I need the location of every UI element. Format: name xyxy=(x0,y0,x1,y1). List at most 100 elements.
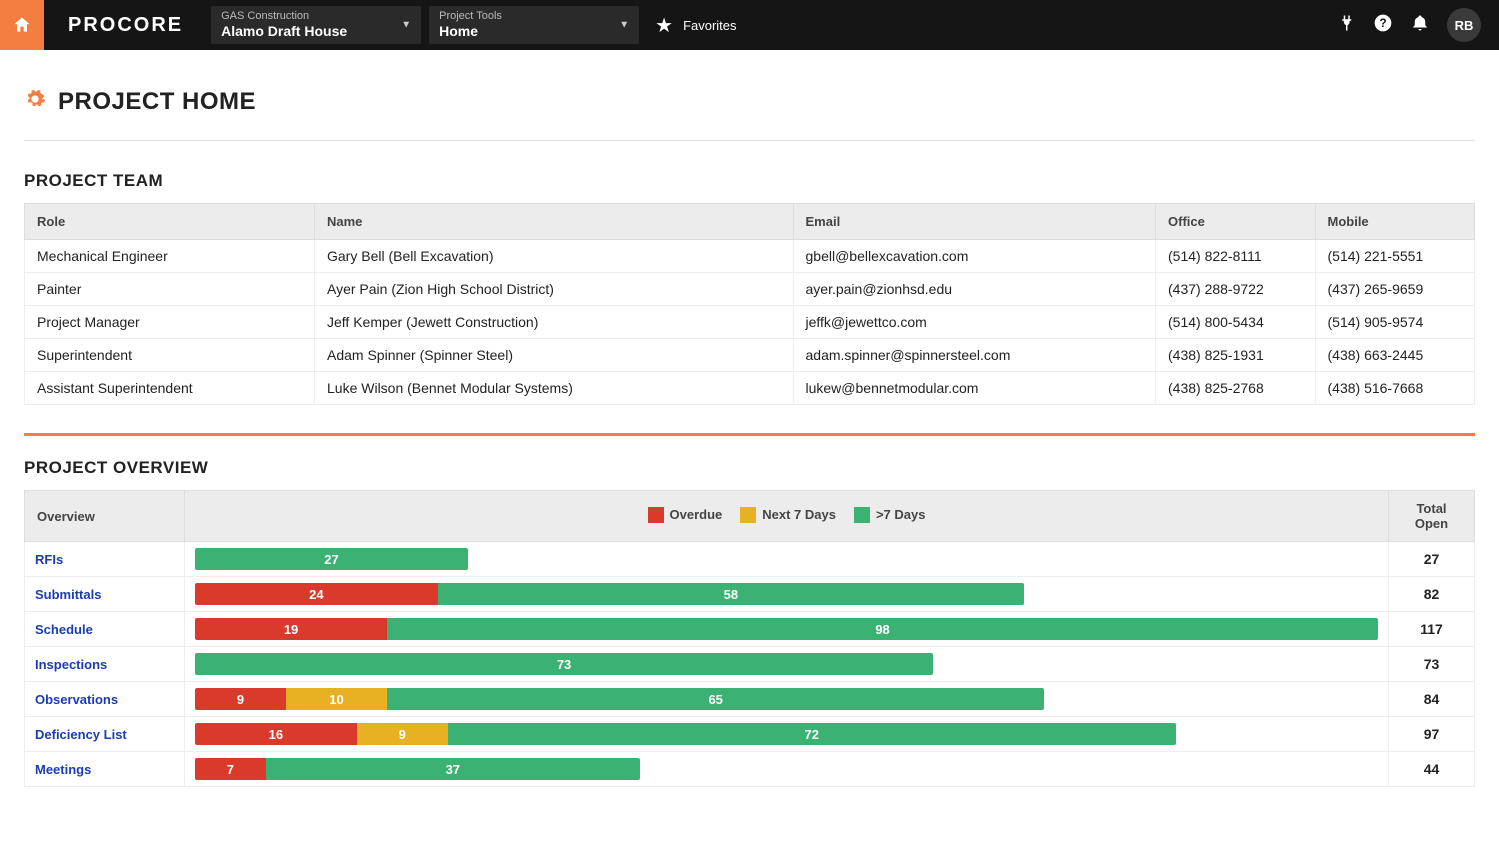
overview-label-cell: Observations xyxy=(25,682,185,717)
company-dropdown[interactable]: GAS Construction Alamo Draft House ▼ xyxy=(211,6,421,44)
bar-segment-overdue: 19 xyxy=(195,618,387,640)
favorites-label: Favorites xyxy=(683,18,736,33)
team-cell-office: (438) 825-1931 xyxy=(1156,339,1316,372)
overview-row: Meetings 737 44 xyxy=(25,752,1475,787)
bar-segment-next7: 9 xyxy=(357,723,448,745)
overview-col-total: Total Open xyxy=(1389,491,1475,542)
team-cell-name: Luke Wilson (Bennet Modular Systems) xyxy=(315,372,794,405)
overview-total-cell: 97 xyxy=(1389,717,1475,752)
bar-segment-overdue: 24 xyxy=(195,583,438,605)
legend-swatch xyxy=(740,507,756,523)
favorites-button[interactable]: ★ Favorites xyxy=(643,0,748,50)
overview-bar: 73 xyxy=(195,653,933,675)
team-section-title: PROJECT TEAM xyxy=(24,171,1475,191)
overview-bar-cell: 27 xyxy=(185,542,1389,577)
team-cell-mobile: (438) 516-7668 xyxy=(1315,372,1475,405)
page-content: PROJECT HOME PROJECT TEAM Role Name Emai… xyxy=(0,50,1499,827)
team-row: Assistant SuperintendentLuke Wilson (Ben… xyxy=(25,372,1475,405)
overview-row-link[interactable]: Deficiency List xyxy=(35,727,127,742)
overview-row-link[interactable]: Inspections xyxy=(35,657,107,672)
chevron-down-icon: ▼ xyxy=(619,20,629,31)
team-cell-mobile: (514) 221-5551 xyxy=(1315,240,1475,273)
team-cell-office: (514) 800-5434 xyxy=(1156,306,1316,339)
team-cell-role: Project Manager xyxy=(25,306,315,339)
team-cell-mobile: (437) 265-9659 xyxy=(1315,273,1475,306)
overview-bar: 27 xyxy=(195,548,468,570)
team-cell-email: jeffk@jewettco.com xyxy=(793,306,1156,339)
team-cell-email: adam.spinner@spinnersteel.com xyxy=(793,339,1156,372)
overview-bar: 1998 xyxy=(195,618,1378,640)
gear-icon[interactable] xyxy=(24,88,46,116)
overview-bar-cell: 2458 xyxy=(185,577,1389,612)
company-dropdown-value: Alamo Draft House xyxy=(221,23,393,40)
accent-divider xyxy=(24,433,1475,436)
overview-total-cell: 44 xyxy=(1389,752,1475,787)
overview-row-link[interactable]: RFIs xyxy=(35,552,63,567)
overview-bar-cell: 737 xyxy=(185,752,1389,787)
team-col-name: Name xyxy=(315,204,794,240)
page-title: PROJECT HOME xyxy=(58,88,256,116)
overview-bar: 737 xyxy=(195,758,640,780)
team-row: Mechanical EngineerGary Bell (Bell Excav… xyxy=(25,240,1475,273)
user-avatar[interactable]: RB xyxy=(1447,8,1481,42)
legend-item: Overdue xyxy=(648,507,723,523)
overview-row-link[interactable]: Observations xyxy=(35,692,118,707)
team-cell-email: gbell@bellexcavation.com xyxy=(793,240,1156,273)
team-cell-name: Ayer Pain (Zion High School District) xyxy=(315,273,794,306)
overview-col-label: Overview xyxy=(25,491,185,542)
overview-row-link[interactable]: Meetings xyxy=(35,762,91,777)
overview-bar-cell: 1998 xyxy=(185,612,1389,647)
overview-row-link[interactable]: Submittals xyxy=(35,587,101,602)
chevron-down-icon: ▼ xyxy=(401,20,411,31)
tools-dropdown[interactable]: Project Tools Home ▼ xyxy=(429,6,639,44)
team-cell-role: Superintendent xyxy=(25,339,315,372)
team-row: PainterAyer Pain (Zion High School Distr… xyxy=(25,273,1475,306)
team-cell-office: (438) 825-2768 xyxy=(1156,372,1316,405)
bar-segment-gt7: 73 xyxy=(195,653,933,675)
tools-dropdown-value: Home xyxy=(439,23,611,40)
team-cell-email: ayer.pain@zionhsd.edu xyxy=(793,273,1156,306)
team-col-mobile: Mobile xyxy=(1315,204,1475,240)
bell-icon[interactable] xyxy=(1411,14,1429,37)
overview-label-cell: Deficiency List xyxy=(25,717,185,752)
overview-row-link[interactable]: Schedule xyxy=(35,622,93,637)
bar-segment-gt7: 27 xyxy=(195,548,468,570)
team-col-email: Email xyxy=(793,204,1156,240)
team-cell-name: Gary Bell (Bell Excavation) xyxy=(315,240,794,273)
team-cell-name: Jeff Kemper (Jewett Construction) xyxy=(315,306,794,339)
team-col-role: Role xyxy=(25,204,315,240)
logo[interactable]: PROCORE xyxy=(44,0,207,50)
svg-text:?: ? xyxy=(1379,17,1386,30)
overview-header-row: Overview Overdue Next 7 Days >7 Days Total… xyxy=(25,491,1475,542)
overview-bar: 91065 xyxy=(195,688,1044,710)
team-cell-mobile: (514) 905-9574 xyxy=(1315,306,1475,339)
help-icon[interactable]: ? xyxy=(1373,13,1393,38)
overview-label-cell: Schedule xyxy=(25,612,185,647)
overview-row: Submittals245882 xyxy=(25,577,1475,612)
company-dropdown-label: GAS Construction xyxy=(221,10,393,23)
overview-total-cell: 73 xyxy=(1389,647,1475,682)
team-cell-role: Assistant Superintendent xyxy=(25,372,315,405)
overview-row: Schedule1998117 xyxy=(25,612,1475,647)
team-cell-role: Mechanical Engineer xyxy=(25,240,315,273)
bar-segment-next7: 10 xyxy=(286,688,387,710)
overview-bar-cell: 73 xyxy=(185,647,1389,682)
overview-label-cell: Meetings xyxy=(25,752,185,787)
legend-label: Next 7 Days xyxy=(762,507,836,522)
overview-table: Overview Overdue Next 7 Days >7 Days Total… xyxy=(24,490,1475,787)
home-button[interactable] xyxy=(0,0,44,50)
overview-label-cell: Inspections xyxy=(25,647,185,682)
legend-item: >7 Days xyxy=(854,507,926,523)
bar-segment-overdue: 7 xyxy=(195,758,266,780)
bar-segment-gt7: 72 xyxy=(448,723,1176,745)
overview-bar: 2458 xyxy=(195,583,1024,605)
top-nav: PROCORE GAS Construction Alamo Draft Hou… xyxy=(0,0,1499,50)
legend-swatch xyxy=(648,507,664,523)
overview-label-cell: Submittals xyxy=(25,577,185,612)
plug-icon[interactable] xyxy=(1337,14,1355,37)
overview-row: RFIs2727 xyxy=(25,542,1475,577)
legend-item: Next 7 Days xyxy=(740,507,836,523)
overview-bar-cell: 91065 xyxy=(185,682,1389,717)
team-col-office: Office xyxy=(1156,204,1316,240)
team-cell-office: (437) 288-9722 xyxy=(1156,273,1316,306)
